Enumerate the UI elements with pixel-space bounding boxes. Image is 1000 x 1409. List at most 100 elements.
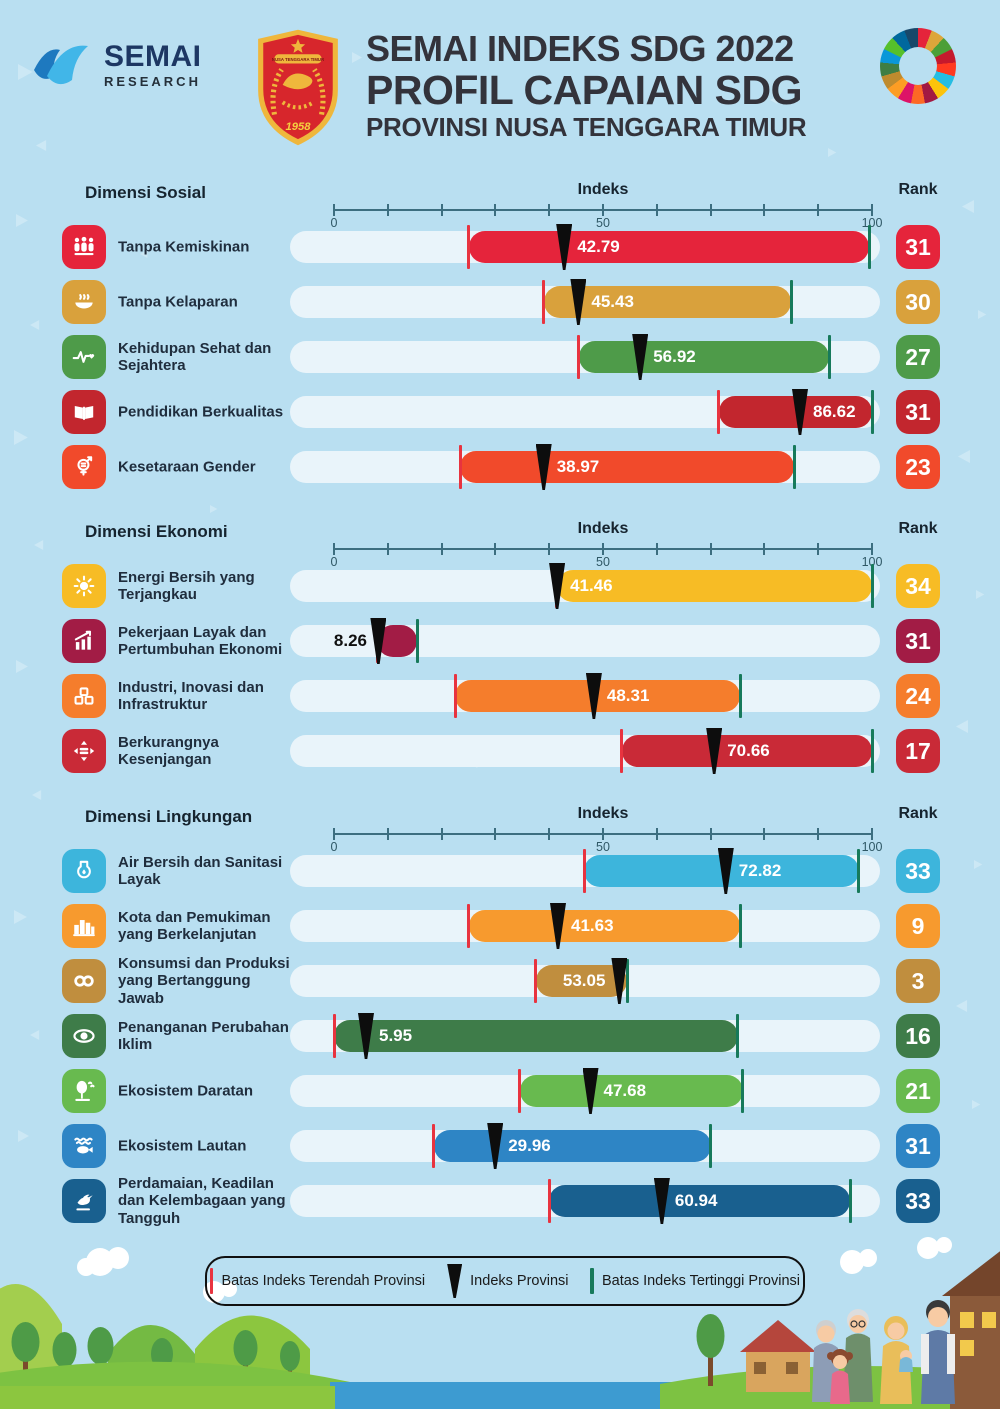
max-line — [857, 849, 860, 893]
axis-tick — [494, 828, 497, 840]
indicator-track: 41.63 — [290, 903, 880, 949]
rank-badge: 31 — [896, 1124, 940, 1168]
indicator-track: 41.46 — [290, 563, 880, 609]
index-axis: 0 50 100 — [331, 543, 882, 570]
tree-icon — [696, 1314, 725, 1386]
indicator-label: Pendidikan Berkualitas — [118, 403, 284, 421]
max-line — [789, 280, 793, 324]
sdg-wheel-icon — [880, 28, 956, 104]
min-line — [577, 335, 581, 379]
axis-tick — [494, 543, 497, 555]
axis-tick-label: 100 — [861, 555, 883, 569]
max-line — [870, 564, 874, 608]
indicator-bar — [334, 1020, 738, 1052]
indicator-track: 72.82 — [290, 848, 880, 894]
axis-tick-label: 0 — [330, 216, 338, 230]
max-line — [625, 959, 629, 1003]
mother-figure — [880, 1316, 913, 1404]
indicator-bar — [433, 1130, 711, 1162]
axis-title: Indeks — [577, 181, 629, 198]
indicator-track: 47.68 — [290, 1068, 880, 1114]
rank-badge: 3 — [896, 959, 940, 1003]
axis-title: Indeks — [577, 805, 629, 822]
sdg3-health-icon — [62, 335, 106, 379]
sdg1-people-icon — [62, 225, 106, 269]
min-line — [432, 1124, 435, 1168]
indicator-bar — [621, 735, 872, 767]
rank-badge: 16 — [896, 1014, 940, 1058]
max-line — [415, 619, 419, 663]
indicator-label: Konsumsi dan Produksi yang Bertanggung J… — [118, 955, 290, 1007]
value-label: 60.94 — [674, 1191, 718, 1210]
value-label: 72.82 — [738, 861, 782, 880]
indicator-bar — [519, 1075, 743, 1107]
rank-badge: 17 — [896, 729, 940, 773]
axis-tick — [655, 828, 658, 840]
index-axis: 0 50 100 — [330, 204, 882, 231]
section-title: Dimensi Lingkungan — [85, 807, 253, 826]
axis-tick — [709, 204, 712, 216]
indicator-track: 86.62 — [290, 389, 880, 435]
axis-tick — [763, 543, 766, 555]
rank-badge: 31 — [896, 225, 940, 269]
value-label: 47.68 — [603, 1081, 647, 1100]
indicator-row: Ekosistem Lautan 29.96 31 — [0, 1123, 1000, 1185]
indicator-label: Pekerjaan Layak dan Pertumbuhan Ekonomi — [118, 623, 283, 658]
sdg12-infinity-icon — [62, 959, 106, 1003]
axis-tick — [548, 828, 551, 840]
header: SEMAI RESEARCH NUSA TENGGARA TIMUR 1958 … — [0, 24, 1000, 164]
indicator-bar — [468, 231, 870, 263]
axis-tick — [709, 828, 712, 840]
indicator-bar — [535, 965, 628, 997]
max-line — [736, 1014, 739, 1058]
index-axis: 0 50 100 — [331, 828, 882, 855]
min-line — [534, 959, 538, 1003]
max-line — [870, 729, 874, 773]
axis-tick — [386, 828, 389, 840]
max-line-icon — [590, 1268, 594, 1294]
value-label: 86.62 — [813, 402, 856, 421]
axis-tick — [655, 204, 658, 216]
legend-label: Indeks Provinsi — [470, 1273, 569, 1289]
legend-item-max: Batas Indeks Tertinggi Provinsi — [590, 1268, 800, 1294]
axis-tick — [871, 543, 873, 555]
emblem-banner-text: NUSA TENGGARA TIMUR — [272, 57, 324, 62]
emblem-year: 1958 — [286, 121, 312, 133]
rank-badge: 9 — [896, 904, 940, 948]
star-icon — [290, 38, 306, 53]
rank-badge: 21 — [896, 1069, 940, 1113]
indicator-row: Tanpa Kemiskinan 42.79 31 — [0, 224, 1000, 286]
child-figure — [827, 1349, 853, 1404]
indicator-track: 53.05 — [290, 958, 880, 1004]
axis-tick — [440, 828, 443, 840]
indicator-row: Penanganan Perubahan Iklim 5.95 16 — [0, 1013, 1000, 1075]
value-label: 48.31 — [606, 686, 650, 705]
value-label: 8.26 — [333, 631, 367, 650]
axis-tick — [440, 204, 443, 216]
indicator-label: Kesetaraan Gender — [118, 458, 256, 476]
indicator-track: 48.31 — [290, 673, 880, 719]
triangle-marker-icon — [447, 1264, 463, 1298]
rank-header: Rank — [898, 805, 938, 822]
sdg10-equality-icon — [62, 729, 106, 773]
indicator-label: Kehidupan Sehat dan Sejahtera — [118, 339, 272, 374]
family-illustration — [812, 1300, 955, 1404]
value-label: 38.97 — [556, 457, 600, 476]
indicator-label: Penanganan Perubahan Iklim — [118, 1018, 289, 1053]
sdg6-water-icon — [62, 849, 106, 893]
legend: Batas Indeks Terendah Provinsi Indeks Pr… — [205, 1256, 805, 1306]
max-line — [867, 225, 871, 269]
indicator-row: Air Bersih dan Sanitasi Layak 72.82 33 — [0, 848, 1000, 910]
indicator-row: Ekosistem Daratan 47.68 21 — [0, 1068, 1000, 1130]
rank-badge: 33 — [896, 849, 940, 893]
min-line — [717, 390, 721, 434]
footer-illustration — [0, 1237, 1000, 1409]
value-label: 42.79 — [577, 237, 620, 256]
value-label: 41.46 — [570, 576, 613, 595]
grandfather-figure — [843, 1309, 873, 1402]
sdg15-land-icon — [62, 1069, 106, 1113]
sdg9-industry-icon — [62, 674, 106, 718]
indicator-track: 5.95 — [290, 1013, 880, 1059]
axis-tick — [548, 204, 551, 216]
